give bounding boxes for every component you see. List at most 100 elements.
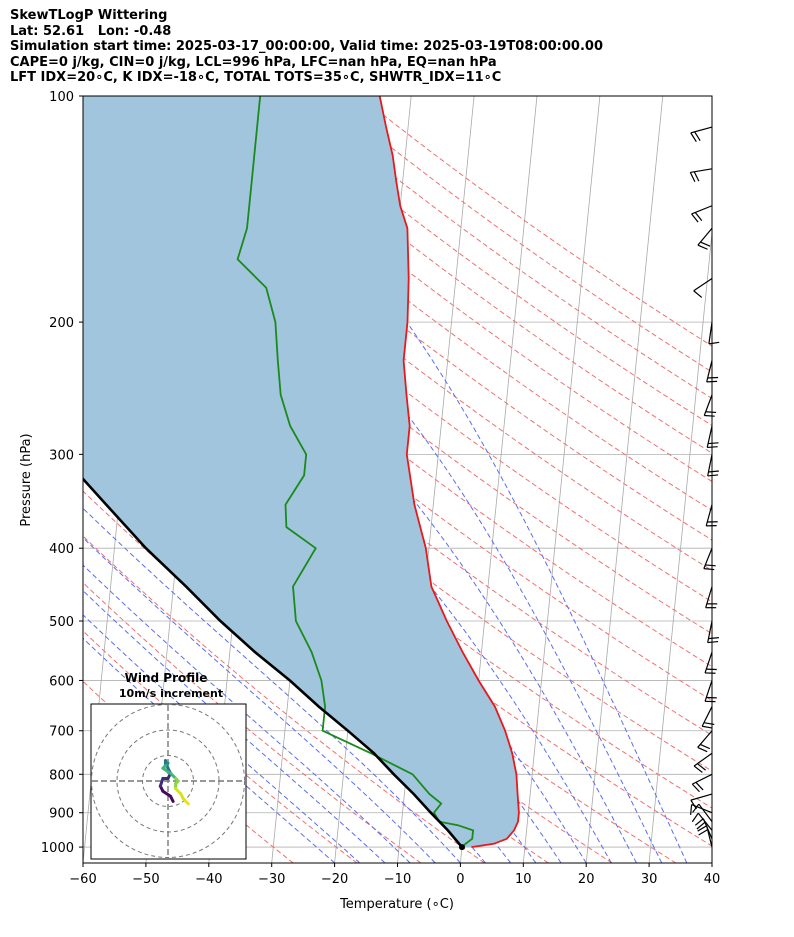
wind-barb-flag [691, 812, 699, 823]
wind-barb [691, 205, 713, 223]
x-tick-label: −40 [195, 872, 222, 887]
hodograph-subtitle: 10m/s increment [119, 687, 223, 700]
wind-barb-flag [705, 411, 717, 414]
chart-title: SkewTLogP Wittering [10, 8, 168, 23]
y-tick-label: 200 [49, 316, 74, 331]
wind-barb-flag [690, 804, 693, 815]
wind-barb-shaft [701, 706, 713, 727]
y-tick-label: 900 [49, 807, 74, 822]
wind-barb-flag [708, 442, 719, 445]
wind-barb [689, 168, 713, 183]
index-line: LFT IDX=20∘C, K IDX=-18∘C, TOTAL TOTS=35… [10, 70, 502, 86]
x-tick-label: 40 [704, 872, 721, 887]
moist-adiabat [209, 96, 688, 863]
location-line: Lat: 52.61 Lon: -0.48 [10, 23, 172, 39]
wind-barb-flag [694, 131, 701, 142]
chart-header: SkewTLogP Wittering Lat: 52.61 Lon: -0.4… [10, 8, 603, 86]
cape-line: CAPE=0 j/kg, CIN=0 j/kg, LCL=996 hPa, LF… [10, 54, 497, 70]
x-tick-label: 10 [515, 872, 532, 887]
dry-adiabat [261, 96, 712, 427]
isotherm [648, 228, 712, 863]
wind-barb-flag [697, 746, 708, 753]
x-axis-label: Temperature (∘C) [339, 897, 454, 912]
y-tick-label: 300 [49, 448, 74, 463]
wind-barb-flag [690, 799, 697, 810]
wind-barb [703, 394, 717, 417]
wind-barb-flag [696, 821, 706, 830]
wind-barb-shaft [691, 205, 713, 215]
wind-barb-flag [697, 244, 708, 250]
y-tick-label: 100 [49, 90, 74, 105]
wind-barb-flag [696, 763, 706, 771]
wind-barb [690, 793, 713, 810]
dry-adiabat [83, 111, 712, 603]
dry-adiabat [196, 96, 712, 482]
wind-barb [706, 425, 719, 449]
time-line: Simulation start time: 2025-03-17_00:00:… [10, 39, 603, 55]
wind-barb-flag [689, 172, 696, 183]
dry-adiabat [83, 582, 422, 863]
wind-barb-shaft [706, 425, 713, 448]
wind-barb-shaft [708, 322, 713, 344]
wind-barb [708, 322, 720, 345]
wind-barb [704, 680, 717, 703]
wind-barb-flag [708, 341, 720, 345]
wind-barb-flag [707, 446, 718, 449]
y-tick-label: 600 [49, 674, 74, 689]
wind-barb [691, 773, 713, 793]
wind-barb [705, 504, 718, 527]
wind-barb-shaft [690, 168, 713, 173]
wind-barb-shaft [703, 547, 713, 569]
x-tick-label: −20 [321, 872, 348, 887]
wind-barb-shaft [706, 360, 713, 383]
x-tick-label: −30 [258, 872, 285, 887]
y-axis-label: Pressure (hPa) [19, 433, 34, 526]
parcel-line [83, 476, 463, 848]
hodograph-trace [161, 766, 173, 775]
wind-barb-flag [693, 290, 703, 298]
hodograph-ring [91, 704, 245, 858]
wind-barb [697, 227, 713, 250]
wind-barb [703, 547, 716, 571]
wind-barb-shaft [690, 793, 713, 801]
hodograph-trace [184, 799, 190, 806]
mixing-ratio-line [32, 621, 46, 863]
moist-adiabat [83, 614, 361, 863]
wind-barb-flag [691, 783, 700, 793]
hodograph-contents [91, 704, 245, 858]
wind-barb-flag [707, 474, 719, 477]
wind-barb-flag [703, 568, 715, 571]
plot-contents [32, 96, 712, 863]
hodograph: Wind Profile 10m/s increment [90, 671, 247, 860]
wind-barb-flag [708, 637, 719, 640]
dry-adiabat [98, 96, 712, 572]
wind-barb-flag [708, 470, 719, 473]
wind-barb [693, 278, 713, 298]
wind-barb-shaft [705, 504, 713, 527]
axis-ticks: −60 −50 −40 −30 −20 −10 0 10 20 30 40 100 200 300 400 5… [41, 90, 720, 887]
y-tick-label: 800 [49, 768, 74, 783]
wind-barb-flag [697, 825, 707, 832]
wind-barb [693, 752, 713, 773]
wind-barb-shaft [703, 394, 713, 416]
wind-barb [707, 454, 719, 477]
wind-barb-flag [702, 725, 713, 729]
x-tick-label: 20 [578, 872, 595, 887]
wind-barb-flag [691, 213, 699, 223]
wind-barb-flag [700, 241, 711, 247]
moist-adiabat [83, 507, 461, 863]
wind-barb-shaft [690, 126, 713, 134]
wind-barb-flag [693, 765, 703, 773]
hodograph-trace [161, 789, 173, 798]
x-tick-label: 0 [456, 872, 464, 887]
wind-barb-flag [693, 171, 700, 182]
temperature-line [378, 96, 520, 848]
wind-barb-shaft [707, 620, 713, 643]
wind-barb-shaft [698, 803, 713, 823]
y-tick-label: 500 [49, 615, 74, 630]
wind-barb-shaft [705, 586, 713, 608]
wind-barb [705, 586, 718, 609]
wind-barb-shaft [693, 278, 713, 292]
wind-barb [701, 706, 715, 729]
